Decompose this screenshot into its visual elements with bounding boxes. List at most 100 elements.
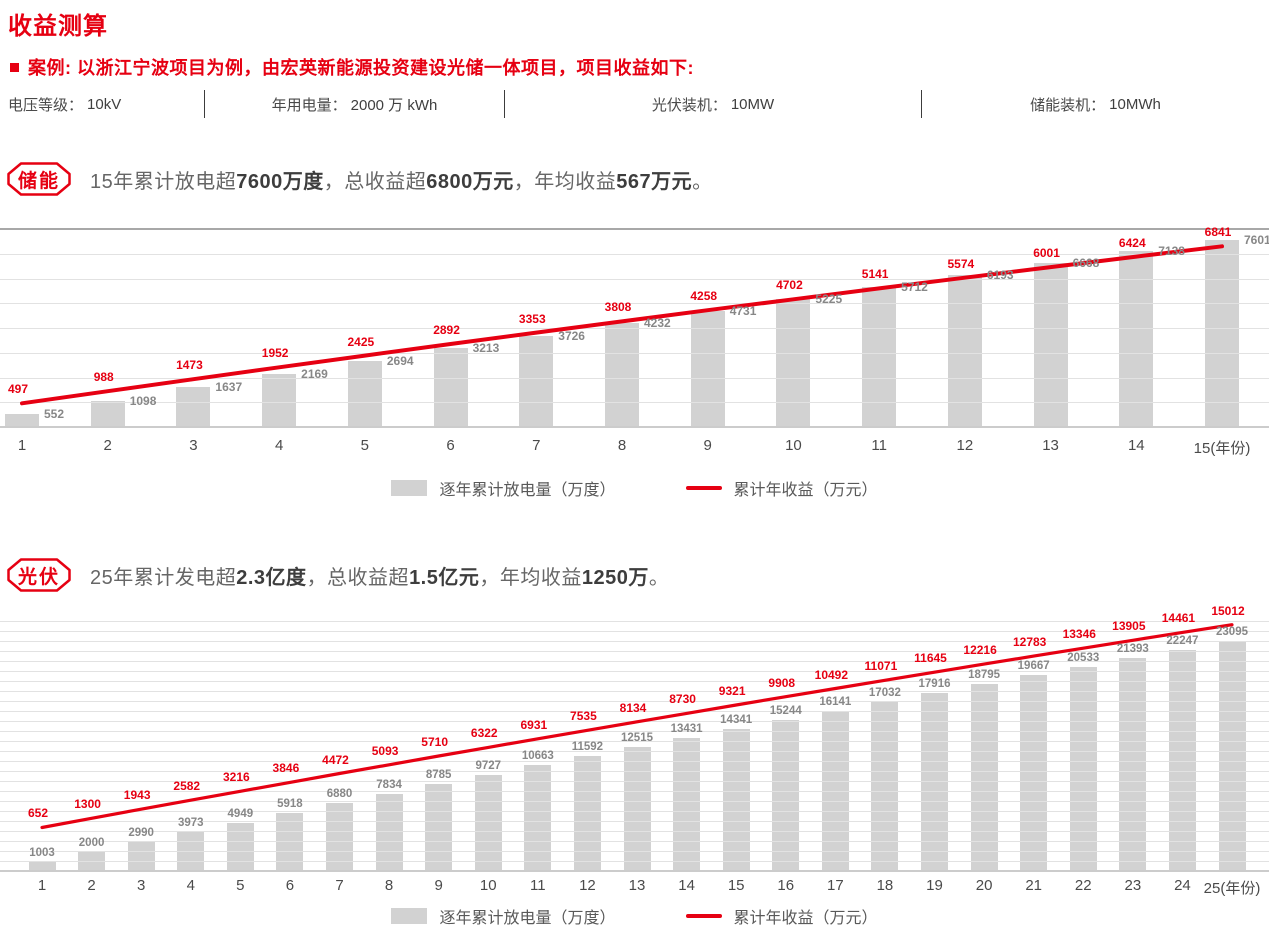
bar — [1168, 649, 1196, 872]
x-tick-label: 19 — [926, 877, 943, 894]
line-value-label: 8730 — [669, 692, 696, 707]
bar — [1033, 262, 1068, 428]
line-value-label: 2892 — [433, 323, 460, 338]
x-tick-label: 3 — [136, 877, 146, 894]
divider — [204, 90, 205, 118]
storage-chart-legend: 逐年累计放电量（万度） 累计年收益（万元） — [0, 476, 1269, 500]
x-tick-label: 9 — [703, 437, 712, 454]
line-value-label: 497 — [7, 382, 29, 397]
bar-value-label: 1098 — [129, 393, 157, 408]
pv-badge: 光伏 — [6, 557, 72, 593]
bar-value-label: 20533 — [1067, 651, 1100, 664]
line-value-label: 12783 — [1012, 635, 1047, 650]
bar-value-label: 6668 — [1072, 255, 1100, 270]
line-value-label: 5093 — [371, 743, 399, 758]
pv-chart-plot: 1003 2000 2990 3973 4949 5918 6880 7834 8785 9727… — [0, 604, 1269, 872]
gridline — [0, 751, 1269, 752]
headline-text: 25年累计发电超 — [90, 566, 237, 589]
bar — [772, 719, 800, 872]
line-value-label: 14461 — [1161, 611, 1196, 626]
x-tick-label: 4 — [274, 437, 284, 454]
legend-item-bars: 逐年累计放电量（万度） — [391, 476, 616, 500]
line-value-label: 5574 — [947, 256, 975, 271]
param-label: 光伏装机： — [651, 96, 727, 114]
param-value: 10kV — [87, 95, 122, 113]
param-storage-capacity: 储能装机： 10MWh — [922, 87, 1269, 121]
bar — [1020, 675, 1048, 872]
gridline — [0, 771, 1269, 772]
gridline — [0, 651, 1269, 652]
case-statement: 案例: 以浙江宁波项目为例，由宏英新能源投资建设光储一体项目，项目收益如下: — [10, 54, 694, 80]
x-tick-label: 21 — [1025, 877, 1042, 894]
gridline — [0, 761, 1269, 762]
param-value: 10MWh — [1109, 95, 1161, 113]
bar-value-label: 1637 — [215, 380, 243, 395]
gridline — [0, 228, 1269, 230]
bar — [276, 812, 304, 872]
gridline — [0, 841, 1269, 842]
x-tick-label: 24 — [1174, 877, 1191, 894]
line-value-label: 8134 — [619, 700, 647, 715]
x-tick-label: 4 — [186, 877, 195, 894]
pv-section-header: 光伏 25年累计发电超2.3亿度，总收益超1.5亿元，年均收益1250万。 — [6, 557, 669, 593]
bar-value-label: 5712 — [901, 279, 928, 294]
gridline — [0, 701, 1269, 702]
headline-strong-text: 1250万 — [581, 566, 649, 589]
divider — [504, 90, 505, 118]
x-tick-label: 22 — [1074, 877, 1092, 894]
x-tick-label: 7 — [335, 877, 344, 894]
line-value-label: 6322 — [470, 726, 498, 741]
bar-value-label: 2000 — [78, 837, 105, 849]
x-tick-label: 5 — [360, 437, 370, 454]
bar — [862, 286, 897, 428]
bar-value-label: 7138 — [1158, 244, 1185, 259]
gridline — [0, 402, 1269, 404]
pv-badge-label: 光伏 — [17, 566, 60, 588]
bar-value-label: 4949 — [227, 807, 254, 820]
headline-strong-text: 7600万度 — [236, 170, 324, 193]
x-tick-label: 10 — [479, 877, 497, 894]
line-value-label: 6931 — [520, 717, 548, 732]
line-value-label: 1952 — [261, 346, 289, 361]
x-tick-label: 14 — [678, 877, 695, 894]
x-tick-label: 25(年份) — [1203, 880, 1261, 897]
bar — [605, 323, 639, 428]
bar-value-label: 16141 — [819, 695, 852, 708]
bar — [347, 361, 382, 428]
gridline — [0, 861, 1269, 862]
line-value-label: 1300 — [74, 797, 101, 812]
page-title: 收益测算 — [8, 13, 108, 40]
param-label: 储能装机： — [1030, 96, 1106, 114]
param-voltage: 电压等级： 10kV — [0, 87, 204, 121]
bar — [1069, 666, 1097, 872]
bar — [90, 400, 125, 428]
headline-text: ，年均收益 — [513, 170, 617, 193]
param-pv-capacity: 光伏装机： 10MW — [505, 87, 921, 121]
line-value-label: 4702 — [776, 278, 803, 293]
line-value-label: 15012 — [1211, 603, 1245, 618]
line-value-label: 5710 — [421, 735, 449, 750]
headline-strong-text: 6800万元 — [426, 170, 514, 193]
headline-text: 。 — [648, 566, 670, 589]
line-value-label: 4472 — [322, 752, 349, 767]
line-value-label: 10492 — [814, 667, 849, 682]
x-tick-label: 18 — [876, 877, 894, 894]
headline-strong-text: 1.5亿元 — [409, 566, 480, 589]
x-tick-label: 12 — [956, 437, 974, 454]
line-value-label: 988 — [93, 370, 114, 385]
storage-chart-xaxis: 1 2 3 4 5 6 7 8 9 10 11 12 13 14 15(年份) — [0, 437, 1269, 457]
bar-value-label: 5918 — [277, 797, 303, 810]
line-value-label: 3846 — [272, 761, 300, 776]
x-axis-baseline — [0, 870, 1269, 872]
param-annual-consumption: 年用电量： 2000 万 kWh — [205, 87, 504, 121]
bar — [474, 774, 502, 872]
bar-swatch-icon — [391, 908, 428, 924]
storage-badge-label: 储能 — [17, 170, 60, 192]
badge-outline-icon — [7, 558, 71, 592]
gridline — [0, 731, 1269, 732]
bar-value-label: 14341 — [720, 713, 753, 726]
x-tick-label: 11 — [530, 877, 546, 894]
bar-value-label: 4731 — [729, 303, 757, 318]
bar — [176, 387, 211, 428]
